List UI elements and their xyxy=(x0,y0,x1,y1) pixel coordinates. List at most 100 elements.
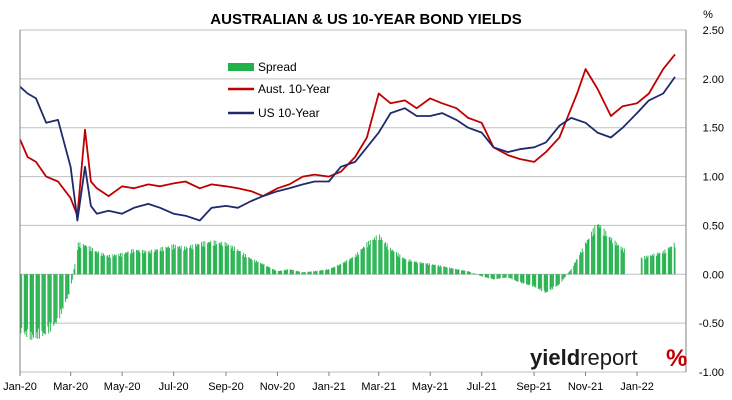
spread-bar xyxy=(652,256,654,275)
spread-bar xyxy=(421,262,423,275)
spread-bar xyxy=(539,274,541,291)
spread-bar xyxy=(439,266,440,275)
spread-bar xyxy=(142,253,144,275)
logo-text: yieldreport xyxy=(530,345,638,370)
x-tick-label: Mar-21 xyxy=(361,381,396,393)
spread-bar xyxy=(212,245,214,275)
spread-bar xyxy=(432,264,434,275)
spread-bar xyxy=(201,246,203,275)
spread-bar xyxy=(552,274,554,290)
spread-bar xyxy=(84,245,86,275)
spread-bar xyxy=(168,246,170,275)
spread-bar xyxy=(451,268,453,275)
spread-bar xyxy=(445,266,447,275)
spread-bar xyxy=(602,235,604,275)
spread-bar xyxy=(292,270,294,275)
spread-bar xyxy=(509,274,511,279)
spread-bar xyxy=(61,274,63,308)
spread-bar xyxy=(623,252,624,275)
spread-bar xyxy=(309,271,310,275)
spread-bar xyxy=(310,271,312,275)
spread-bar xyxy=(290,269,292,275)
spread-bar xyxy=(508,274,510,278)
spread-bar xyxy=(180,245,182,275)
spread-bar xyxy=(213,240,215,275)
spread-bar xyxy=(161,251,163,275)
legend-label-aust: Aust. 10-Year xyxy=(258,82,330,96)
spread-bar xyxy=(173,244,175,275)
spread-bar xyxy=(178,247,180,275)
spread-bar xyxy=(620,246,622,275)
spread-bar xyxy=(543,274,545,291)
spread-bar xyxy=(150,253,152,275)
spread-bar xyxy=(325,270,327,275)
spread-bar xyxy=(130,249,132,275)
spread-bar xyxy=(27,274,29,330)
spread-bar xyxy=(174,248,175,275)
spread-bar xyxy=(251,260,253,275)
spread-bar xyxy=(162,246,164,275)
spread-bar xyxy=(497,274,499,279)
spread-bar xyxy=(366,242,368,275)
spread-bar xyxy=(661,253,663,275)
legend-label-us: US 10-Year xyxy=(258,106,320,120)
spread-bar xyxy=(496,274,498,279)
spread-bar xyxy=(89,250,91,275)
spread-bar xyxy=(563,274,565,280)
spread-bar xyxy=(579,254,581,275)
spread-bar xyxy=(567,273,569,275)
x-tick-label: May-20 xyxy=(104,381,141,393)
spread-bar xyxy=(420,263,422,275)
spread-bar xyxy=(139,252,141,275)
spread-bar xyxy=(53,274,55,326)
spread-bar xyxy=(403,258,405,275)
y-tick-label: 0.50 xyxy=(703,220,724,232)
spread-bar xyxy=(109,257,111,275)
spread-bar xyxy=(255,262,256,275)
spread-bar xyxy=(267,267,269,275)
spread-bar xyxy=(260,263,262,275)
x-axis-ticks: Jan-20 Mar-20 May-20 Jul-20 Sep-20 Nov-20 Jan-… xyxy=(3,372,654,393)
x-tick-label: Jul-21 xyxy=(467,381,497,393)
spread-bar xyxy=(60,274,62,314)
spread-bar xyxy=(667,247,669,275)
spread-bar xyxy=(216,244,218,275)
spread-bar xyxy=(233,250,235,275)
spread-bar xyxy=(314,271,316,275)
y-tick-label: 1.50 xyxy=(703,123,724,135)
spread-bar xyxy=(155,250,157,275)
spread-bar xyxy=(461,270,463,275)
spread-bar xyxy=(555,274,557,287)
spread-bar xyxy=(272,268,274,275)
spread-bar xyxy=(484,274,486,278)
spread-bar xyxy=(587,239,589,275)
spread-bar xyxy=(510,274,512,279)
spread-bar xyxy=(91,251,93,275)
spread-bar xyxy=(511,274,513,280)
spread-bar xyxy=(231,248,233,275)
spread-bar xyxy=(332,267,334,275)
spread-bar xyxy=(263,264,265,275)
spread-bar xyxy=(287,269,289,275)
spread-bar xyxy=(547,274,549,292)
spread-bar xyxy=(308,271,310,275)
spread-bar xyxy=(385,241,386,275)
spread-bar xyxy=(671,246,673,275)
spread-bar xyxy=(541,274,543,292)
spread-bar xyxy=(532,274,534,286)
spread-bar xyxy=(550,274,552,291)
spread-bar xyxy=(207,242,209,275)
spread-bar xyxy=(573,265,575,275)
spread-bar xyxy=(179,245,180,275)
spread-bar xyxy=(656,255,657,275)
spread-bar xyxy=(581,248,583,275)
spread-bar xyxy=(545,274,547,292)
spread-bar xyxy=(339,264,341,275)
y-tick-label: 2.50 xyxy=(703,25,724,37)
spread-bar xyxy=(130,253,132,275)
spread-bar xyxy=(385,246,387,275)
spread-bar xyxy=(469,271,471,275)
spread-bar xyxy=(296,270,298,275)
axes xyxy=(19,30,687,372)
